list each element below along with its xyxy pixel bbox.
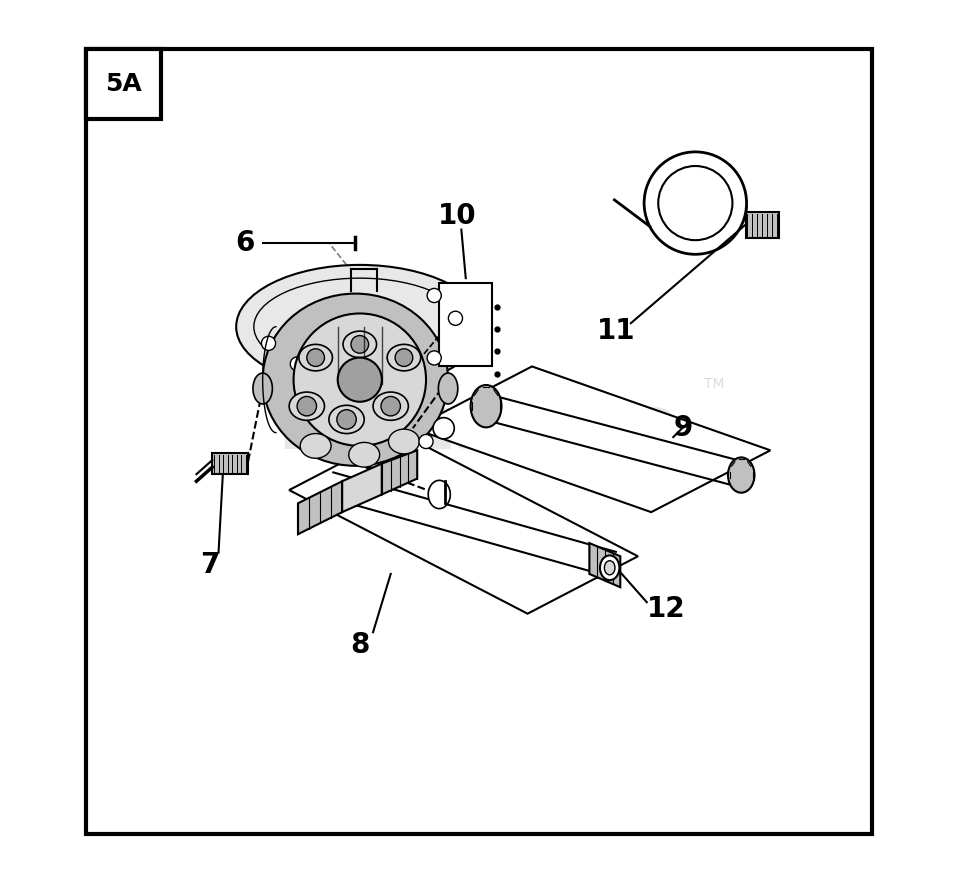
Polygon shape: [298, 481, 342, 534]
Ellipse shape: [349, 442, 379, 467]
Circle shape: [433, 418, 454, 439]
Ellipse shape: [604, 561, 615, 575]
Text: TM: TM: [704, 377, 724, 391]
Text: 8: 8: [350, 630, 370, 659]
Ellipse shape: [600, 555, 620, 580]
Circle shape: [386, 366, 400, 380]
Polygon shape: [589, 543, 620, 587]
Text: PartsTree: PartsTree: [278, 392, 680, 464]
Circle shape: [381, 396, 400, 416]
Ellipse shape: [428, 480, 450, 509]
Ellipse shape: [333, 302, 404, 333]
Text: 5A: 5A: [105, 72, 142, 96]
Ellipse shape: [254, 278, 466, 375]
Circle shape: [290, 357, 305, 371]
Circle shape: [427, 289, 442, 303]
Ellipse shape: [470, 385, 502, 427]
Circle shape: [337, 410, 356, 429]
Ellipse shape: [728, 457, 755, 493]
Ellipse shape: [299, 344, 332, 371]
Ellipse shape: [253, 373, 272, 404]
Ellipse shape: [329, 405, 364, 434]
Text: 12: 12: [647, 595, 685, 623]
Text: 7: 7: [200, 551, 219, 579]
Circle shape: [395, 349, 413, 366]
Circle shape: [351, 336, 369, 353]
Circle shape: [293, 313, 426, 446]
Polygon shape: [342, 464, 382, 512]
Ellipse shape: [373, 392, 408, 420]
Polygon shape: [413, 366, 770, 512]
Bar: [86, 49, 872, 834]
Circle shape: [448, 311, 463, 325]
Text: 10: 10: [438, 202, 476, 230]
Ellipse shape: [387, 344, 421, 371]
Ellipse shape: [262, 293, 448, 466]
Circle shape: [427, 351, 442, 365]
Ellipse shape: [439, 373, 458, 404]
Text: 6: 6: [236, 229, 255, 257]
FancyBboxPatch shape: [213, 453, 248, 474]
Ellipse shape: [237, 265, 484, 389]
Text: 9: 9: [673, 414, 693, 442]
Polygon shape: [382, 450, 417, 494]
Circle shape: [338, 358, 382, 402]
Bar: [86, 49, 161, 119]
Ellipse shape: [289, 392, 325, 420]
Ellipse shape: [300, 434, 331, 458]
Text: 11: 11: [597, 317, 635, 345]
FancyBboxPatch shape: [745, 212, 779, 238]
Circle shape: [297, 396, 316, 416]
Polygon shape: [289, 433, 638, 614]
Circle shape: [262, 336, 276, 351]
Polygon shape: [440, 283, 492, 366]
Circle shape: [419, 434, 433, 449]
Circle shape: [307, 349, 325, 366]
Ellipse shape: [389, 429, 420, 454]
Ellipse shape: [343, 331, 376, 358]
